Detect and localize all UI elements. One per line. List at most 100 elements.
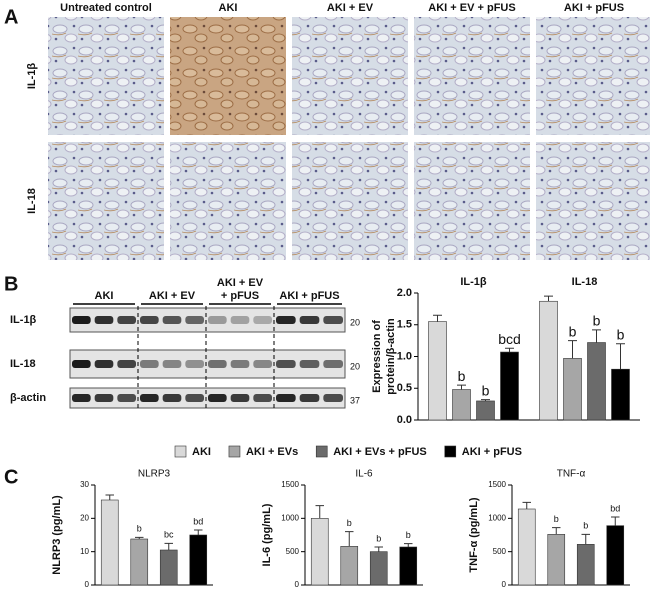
bar xyxy=(476,400,495,421)
blot-band xyxy=(185,316,204,324)
y-tick-label: 1.5 xyxy=(397,319,412,331)
blot-band xyxy=(299,316,320,324)
error-bar xyxy=(135,536,144,539)
annotation: b xyxy=(554,514,559,524)
annotation: b xyxy=(458,368,466,384)
blot-marker: 20 xyxy=(350,317,360,327)
y-tick-label: 30 xyxy=(80,480,89,489)
bar xyxy=(452,389,471,421)
blot-band xyxy=(323,394,343,402)
error-bar xyxy=(404,543,413,547)
bar xyxy=(340,546,359,586)
error-bar xyxy=(315,505,324,519)
blot-band xyxy=(208,360,227,368)
y-tick-label: 0.5 xyxy=(397,382,412,394)
legend-swatch xyxy=(228,445,241,458)
y-tick-label: 1000 xyxy=(488,513,506,522)
legend-label: AKI xyxy=(192,446,211,458)
legend-swatch xyxy=(315,445,328,458)
bar xyxy=(369,551,388,586)
annotation: b xyxy=(482,382,490,398)
blot-band xyxy=(72,394,91,402)
bar xyxy=(547,534,566,586)
y-tick-label: 0 xyxy=(85,580,90,589)
error-bar xyxy=(164,542,173,550)
blot-band xyxy=(94,360,114,368)
error-bar xyxy=(105,494,114,500)
blot-band xyxy=(94,394,114,402)
category-label: IL-18 xyxy=(572,276,598,288)
error-bar xyxy=(611,516,620,526)
bar xyxy=(159,549,178,586)
error-bar xyxy=(552,527,561,535)
blot-band xyxy=(117,316,136,324)
error-bar xyxy=(544,295,553,302)
blot-band xyxy=(162,394,182,402)
blot-band xyxy=(276,394,296,402)
row-label: IL-18 xyxy=(26,188,38,214)
blot-band xyxy=(253,394,272,402)
y-tick-label: 1000 xyxy=(281,513,299,522)
blot-marker: 37 xyxy=(350,395,360,405)
micrograph xyxy=(48,142,164,260)
bar xyxy=(428,321,447,421)
bar xyxy=(310,518,329,586)
blot-strip xyxy=(69,307,346,333)
error-bar xyxy=(616,343,625,370)
blot-strip xyxy=(69,387,346,409)
annotation: bcd xyxy=(498,331,521,347)
annotation: b xyxy=(617,327,625,343)
y-tick-label: 0 xyxy=(502,580,507,589)
blot-group-label: AKI + EV xyxy=(217,277,264,289)
bar xyxy=(576,544,595,586)
legend-label: AKI + EVs xyxy=(246,446,298,458)
blot-band xyxy=(230,394,250,402)
error-bar xyxy=(194,529,203,535)
annotation: b xyxy=(137,524,142,534)
blot-row-label: β-actin xyxy=(10,392,46,404)
chart-title: IL-6 xyxy=(355,469,373,480)
error-bar xyxy=(433,314,442,322)
blot-band xyxy=(140,316,159,324)
bar xyxy=(606,525,625,586)
panel-label: A xyxy=(4,6,18,28)
y-tick-label: 1500 xyxy=(488,480,506,489)
blot-band xyxy=(299,394,320,402)
blot-group-label: AKI + pFUS xyxy=(279,290,339,302)
y-tick-label: 2.0 xyxy=(397,287,412,299)
chart-title: NLRP3 xyxy=(138,469,171,480)
error-bar xyxy=(522,501,531,509)
error-bar xyxy=(568,340,577,359)
y-axis-label: protein/β-actin xyxy=(385,318,397,395)
y-axis-label: TNF-α (pg/mL) xyxy=(468,497,480,573)
legend-swatch xyxy=(444,445,457,458)
legend-swatch xyxy=(174,445,187,458)
bar xyxy=(100,499,119,586)
y-axis-label: NLRP3 (pg/mL) xyxy=(51,495,63,575)
bar xyxy=(611,368,630,421)
y-tick-label: 1.0 xyxy=(397,350,412,362)
bar xyxy=(587,342,606,421)
blot-marker: 20 xyxy=(350,361,360,371)
panel-label: C xyxy=(4,466,18,488)
blot-band xyxy=(185,394,204,402)
y-tick-label: 20 xyxy=(80,513,89,522)
bar xyxy=(189,534,208,586)
error-bar xyxy=(505,347,514,353)
micrograph xyxy=(170,142,286,260)
blot-group-label: + pFUS xyxy=(221,290,259,302)
blot-band xyxy=(299,360,320,368)
blot-band xyxy=(117,394,136,402)
micrograph xyxy=(414,142,530,260)
annotation: b xyxy=(347,518,352,528)
blot-band xyxy=(323,360,343,368)
error-bar xyxy=(481,399,490,401)
y-tick-label: 0 xyxy=(295,580,300,589)
blot-band xyxy=(253,316,272,324)
annotation: bd xyxy=(610,503,620,513)
blot-band xyxy=(72,360,91,368)
blot-band xyxy=(208,316,227,324)
y-axis-label: Expression of xyxy=(371,320,383,393)
